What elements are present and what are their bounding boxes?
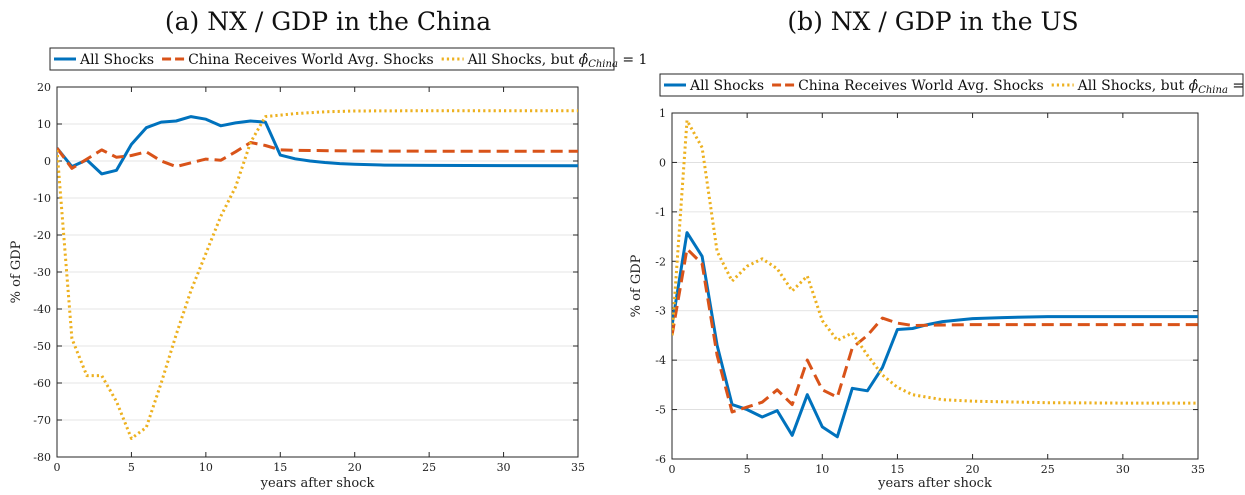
x-tick-label: 35 [571,461,585,474]
y-tick-label: -6 [655,453,666,466]
x-tick-label: 15 [890,463,904,476]
y-tick-label: -2 [655,255,666,268]
series-line-2 [57,109,578,440]
legend-label-2: All Shocks, but ϕ̂China = 1 [1077,78,1245,96]
y-tick-label: 10 [37,118,51,131]
y-tick-label: -4 [655,354,666,367]
legend-box [49,47,615,71]
legend-box [659,73,1244,97]
legend-label-1: China Receives World Avg. Shocks [188,52,434,68]
legend-label-0: All Shocks [689,78,764,94]
x-tick-label: 15 [273,461,287,474]
y-tick-label: 0 [44,155,51,168]
y-axis-label: % of GDP [9,240,24,303]
x-tick-label: 10 [199,461,213,474]
x-tick-label: 10 [815,463,829,476]
legend-label-0: All Shocks [79,52,154,68]
x-tick-label: 25 [1041,463,1055,476]
x-tick-label: 0 [54,461,61,474]
legend: All Shocks China Receives World Avg. Shoc… [49,47,648,71]
chart-title: (b) NX / GDP in the US [787,7,1078,36]
x-tick-label: 5 [128,461,135,474]
y-tick-label: -10 [33,192,51,205]
x-tick-label: 20 [966,463,980,476]
chart-panel-0: (a) NX / GDP in the China -80 -70 -60 -50 -40… [9,7,647,491]
y-tick-label: -70 [33,414,51,427]
series-line-1 [672,247,1198,414]
chart-title: (a) NX / GDP in the China [165,7,491,36]
x-tick-label: 30 [1116,463,1130,476]
y-tick-label: -3 [655,305,666,318]
y-axis-label: % of GDP [629,254,644,317]
y-tick-label: -20 [33,229,51,242]
series-line-1 [57,141,578,170]
x-tick-label: 5 [744,463,751,476]
legend: All Shocks China Receives World Avg. Shoc… [659,73,1245,97]
y-tick-label: 1 [659,107,666,120]
series-line-0 [57,115,578,176]
y-tick-label: -40 [33,303,51,316]
plot-frame [671,112,1199,460]
x-axis-label: years after shock [260,476,375,491]
y-tick-label: -5 [655,404,666,417]
x-tick-label: 20 [348,461,362,474]
x-tick-label: 35 [1191,463,1205,476]
series-line-0 [672,231,1198,439]
y-tick-label: -30 [33,266,51,279]
y-tick-label: 20 [37,81,51,94]
legend-label-2: All Shocks, but ϕ̂China = 1 [467,52,648,70]
y-tick-label: -50 [33,340,51,353]
y-tick-label: 0 [659,156,666,169]
x-tick-label: 25 [422,461,436,474]
x-tick-label: 30 [497,461,511,474]
series-line-2 [672,118,1198,405]
y-tick-label: -80 [33,451,51,464]
x-tick-label: 0 [669,463,676,476]
y-tick-label: -1 [655,206,666,219]
x-axis-label: years after shock [877,476,992,491]
legend-label-1: China Receives World Avg. Shocks [798,78,1044,94]
y-tick-label: -60 [33,377,51,390]
